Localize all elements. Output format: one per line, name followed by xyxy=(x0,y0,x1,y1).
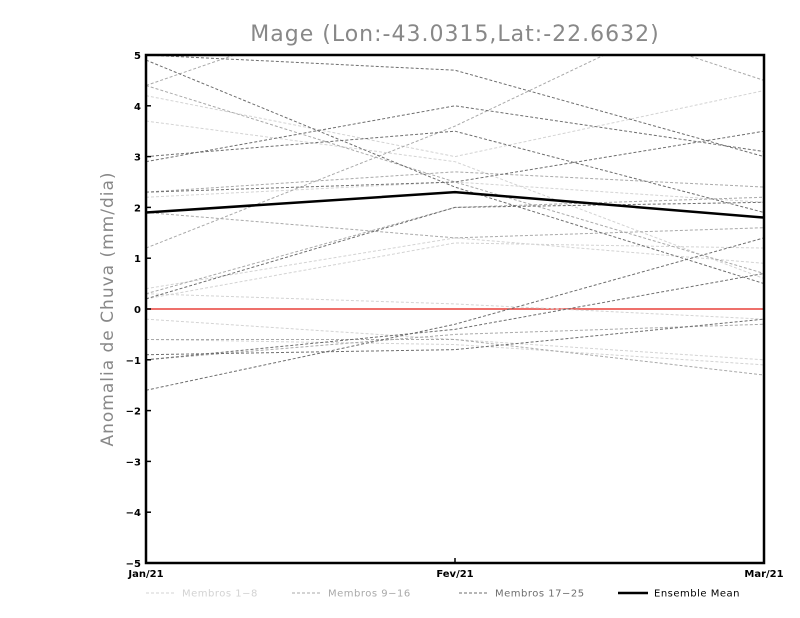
member-series-line-8 xyxy=(146,318,764,361)
y-tick-label: −1 xyxy=(126,356,141,367)
member-series-line-5 xyxy=(146,242,764,300)
member-series-line-25 xyxy=(146,272,764,361)
chart-title: Mage (Lon:-43.0315,Lat:-22.6632) xyxy=(250,22,659,47)
legend-label: Membros 17−25 xyxy=(495,589,585,600)
member-series-line-20 xyxy=(146,59,764,285)
ensemble-mean-line xyxy=(146,190,764,219)
y-tick-label: 0 xyxy=(134,305,141,316)
series-layer xyxy=(146,55,764,391)
member-series-line-23 xyxy=(146,237,764,391)
legend-label: Membros 1−8 xyxy=(182,589,258,600)
member-series-line-1 xyxy=(146,90,764,158)
y-tick-label: 2 xyxy=(134,203,141,214)
x-tick-label: Fev/21 xyxy=(436,569,473,580)
member-series-line-12 xyxy=(146,211,764,239)
legend-label: Ensemble Mean xyxy=(654,589,740,600)
y-tick-label: 1 xyxy=(134,254,141,265)
member-series-line-2 xyxy=(146,120,764,279)
member-series-line-16 xyxy=(146,196,764,295)
legend: Membros 1−8 Membros 9−16 Membros 17−25 Ense… xyxy=(146,589,740,600)
y-tick-label: 4 xyxy=(134,102,141,113)
y-axis-label: Anomalia de Chuva (mm/dia) xyxy=(98,171,118,446)
y-tick-label: −2 xyxy=(126,407,141,418)
y-tick-label: −3 xyxy=(126,457,141,468)
y-tick-label: −5 xyxy=(126,559,141,570)
member-series-line-24 xyxy=(146,318,764,356)
member-series-line-17 xyxy=(146,55,764,158)
x-tick-label: Jan/21 xyxy=(127,569,163,580)
member-series-line-13 xyxy=(146,171,764,193)
y-tick-label: 3 xyxy=(134,153,141,164)
member-series-line-3 xyxy=(146,181,764,203)
y-tick-label: 5 xyxy=(134,51,141,62)
legend-label: Membros 9−16 xyxy=(328,589,411,600)
x-tick-label: Mar/21 xyxy=(744,569,783,580)
member-series-line-10 xyxy=(146,55,606,249)
member-series-line-15 xyxy=(146,323,764,361)
member-series-line-22 xyxy=(146,201,764,300)
member-series-line-21 xyxy=(146,130,764,193)
member-series-line-6 xyxy=(146,293,764,320)
y-tick-label: −4 xyxy=(126,508,141,519)
member-series-line-18 xyxy=(146,105,764,163)
member-series-line-19 xyxy=(146,130,764,213)
member-series-line-14 xyxy=(146,338,764,376)
member-series-line-7 xyxy=(146,338,764,366)
axis-layer: −5 −4 −3 −2 −1 0 1 2 3 4 5 Jan/21 Fev/21 Mar/21 xyxy=(126,51,784,580)
member-series-line-9 xyxy=(146,85,764,274)
